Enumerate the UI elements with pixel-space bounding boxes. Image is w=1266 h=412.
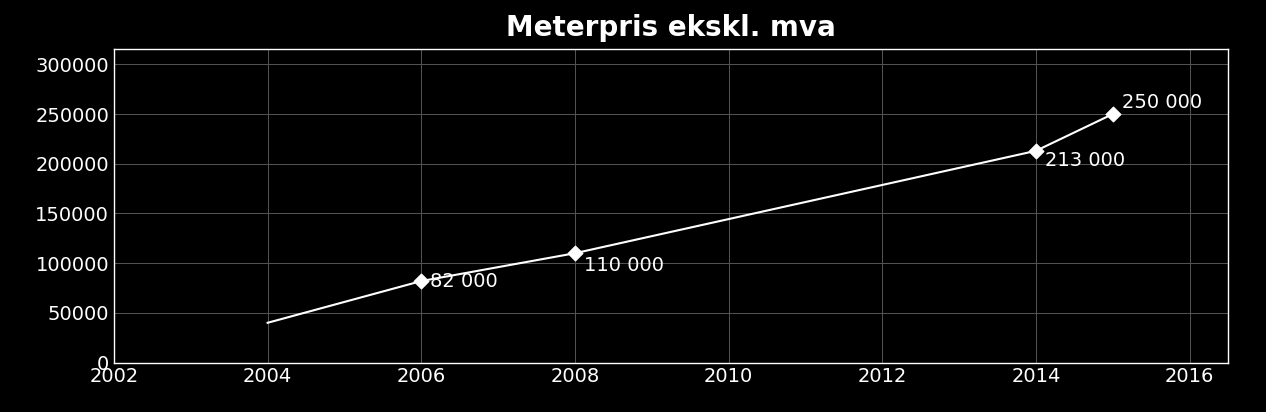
Title: Meterpris ekskl. mva: Meterpris ekskl. mva	[506, 14, 836, 42]
Text: 213 000: 213 000	[1046, 151, 1125, 170]
Point	[1103, 111, 1123, 117]
Point	[565, 250, 585, 257]
Point	[1025, 147, 1046, 154]
Text: 250 000: 250 000	[1122, 93, 1203, 112]
Text: 110 000: 110 000	[584, 255, 665, 275]
Point	[411, 278, 432, 284]
Text: 82 000: 82 000	[430, 272, 499, 290]
